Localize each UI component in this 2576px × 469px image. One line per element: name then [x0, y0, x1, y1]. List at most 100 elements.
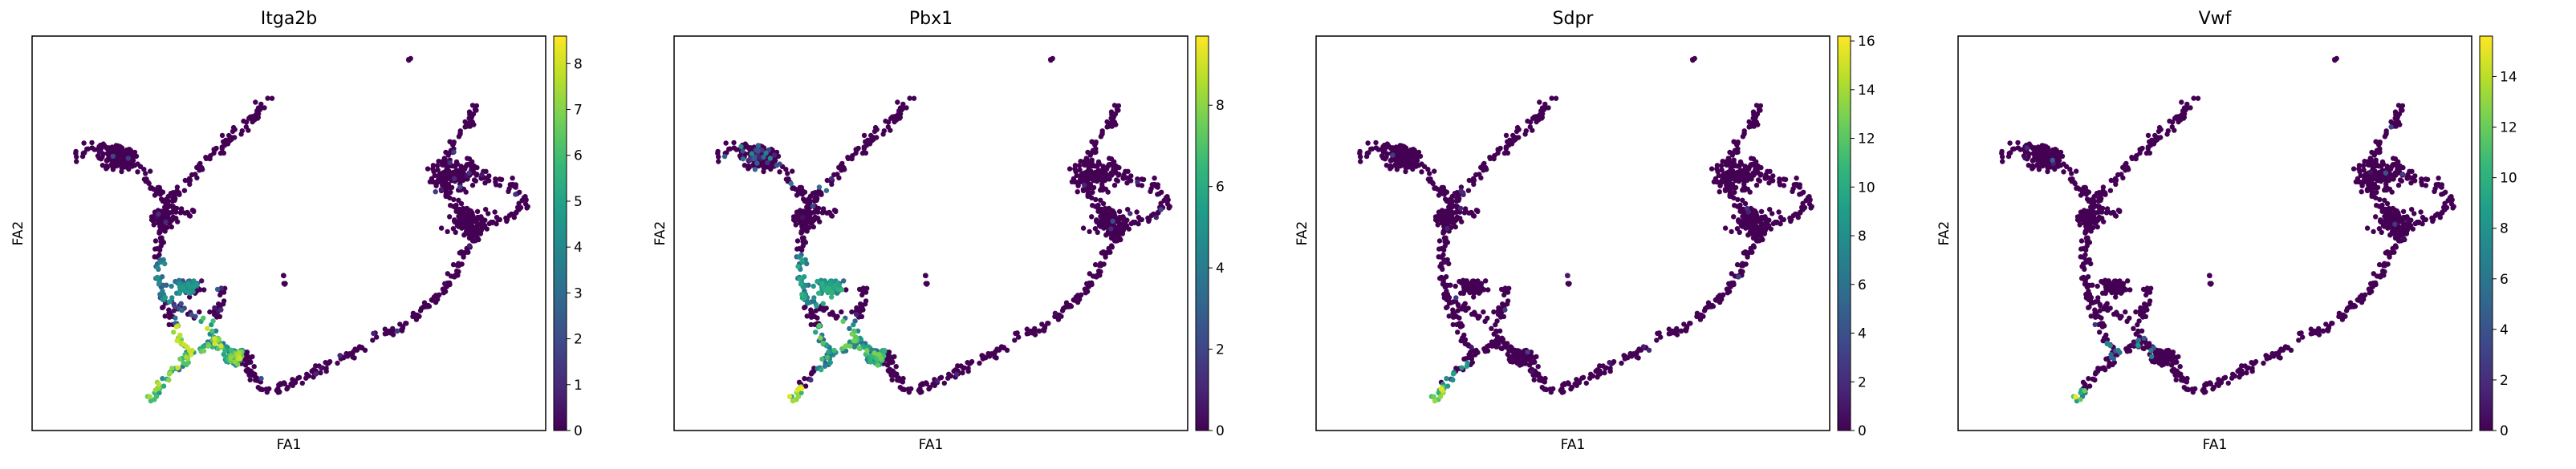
data-point: [448, 139, 453, 145]
data-point: [2119, 289, 2125, 294]
colorbar-tick-label: 4: [574, 240, 583, 256]
data-point: [474, 208, 481, 214]
data-point: [2095, 366, 2101, 371]
data-point: [1139, 183, 1145, 188]
data-point: [1646, 347, 1652, 353]
data-point: [437, 292, 442, 297]
data-point: [1714, 163, 1721, 168]
data-point: [225, 141, 231, 147]
data-point: [897, 115, 904, 120]
data-point: [417, 308, 424, 313]
data-point: [808, 211, 814, 216]
data-point: [1565, 380, 1571, 386]
colorbar-tick-label: 0: [1216, 423, 1225, 439]
data-point: [478, 176, 485, 181]
data-point: [843, 287, 849, 293]
data-point: [746, 166, 751, 172]
data-point: [1449, 193, 1456, 200]
data-point: [478, 214, 484, 220]
data-point: [1742, 249, 1749, 255]
data-point: [266, 386, 272, 392]
data-point: [461, 166, 467, 172]
data-point: [281, 380, 287, 386]
data-point: [469, 166, 475, 172]
data-point: [2120, 282, 2126, 288]
data-point: [1729, 176, 1735, 181]
data-point: [1607, 360, 1612, 366]
data-point: [1455, 192, 1461, 198]
data-point: [2109, 289, 2115, 296]
data-point: [219, 132, 226, 139]
data-point: [885, 124, 892, 130]
data-point: [2086, 304, 2092, 310]
data-point: [1412, 148, 1417, 153]
data-point: [1444, 376, 1449, 382]
data-point: [74, 154, 79, 160]
data-point: [1740, 261, 1745, 266]
data-point: [1099, 187, 1105, 192]
colorbar-tick-label: 5: [574, 194, 583, 210]
data-point: [480, 223, 486, 229]
data-point: [85, 146, 91, 152]
data-point: [102, 143, 108, 149]
data-point: [767, 156, 773, 161]
data-point: [148, 168, 153, 174]
data-point: [785, 171, 790, 176]
data-point: [1430, 180, 1436, 187]
data-point: [323, 368, 329, 374]
data-point: [1089, 214, 1095, 220]
data-point: [473, 172, 479, 178]
data-point: [1496, 305, 1501, 311]
data-point: [205, 325, 210, 331]
data-point: [831, 347, 837, 354]
data-point: [815, 315, 820, 321]
data-point: [162, 294, 169, 301]
data-point: [457, 176, 463, 182]
data-point: [438, 187, 445, 192]
data-point: [449, 172, 454, 178]
data-point: [171, 192, 177, 198]
data-point: [175, 365, 181, 370]
data-point: [893, 364, 899, 370]
data-point: [1095, 205, 1101, 211]
data-point: [2067, 176, 2074, 182]
data-point: [740, 148, 746, 154]
data-point: [74, 159, 79, 164]
data-point: [1505, 298, 1511, 304]
data-point: [222, 348, 228, 354]
data-point: [829, 213, 835, 219]
data-point: [1766, 180, 1772, 186]
data-point: [2114, 311, 2120, 317]
data-point: [1692, 55, 1697, 62]
data-point: [1491, 309, 1497, 315]
data-point: [768, 166, 774, 172]
data-point: [864, 348, 870, 354]
data-point: [1717, 299, 1723, 305]
data-point: [819, 367, 824, 373]
data-point: [1437, 212, 1444, 217]
data-point: [1505, 351, 1511, 358]
data-point: [168, 203, 174, 209]
data-point: [2158, 135, 2164, 140]
chart-title: Itga2b: [261, 9, 318, 29]
data-point: [1087, 228, 1092, 235]
data-point: [193, 172, 198, 177]
data-point: [400, 325, 406, 331]
data-point: [795, 264, 801, 269]
data-point: [820, 301, 826, 306]
data-point: [97, 142, 104, 148]
data-point: [457, 184, 463, 190]
data-point: [116, 162, 122, 168]
data-point: [2102, 191, 2108, 196]
data-point: [1102, 172, 1108, 178]
data-point: [2167, 118, 2172, 124]
data-point: [1722, 187, 1729, 192]
data-point: [166, 377, 172, 383]
data-point: [513, 192, 518, 197]
data-point: [783, 176, 790, 182]
data-point: [1748, 245, 1753, 252]
data-point: [211, 147, 217, 152]
data-point: [1083, 286, 1089, 293]
data-point: [1444, 304, 1450, 310]
